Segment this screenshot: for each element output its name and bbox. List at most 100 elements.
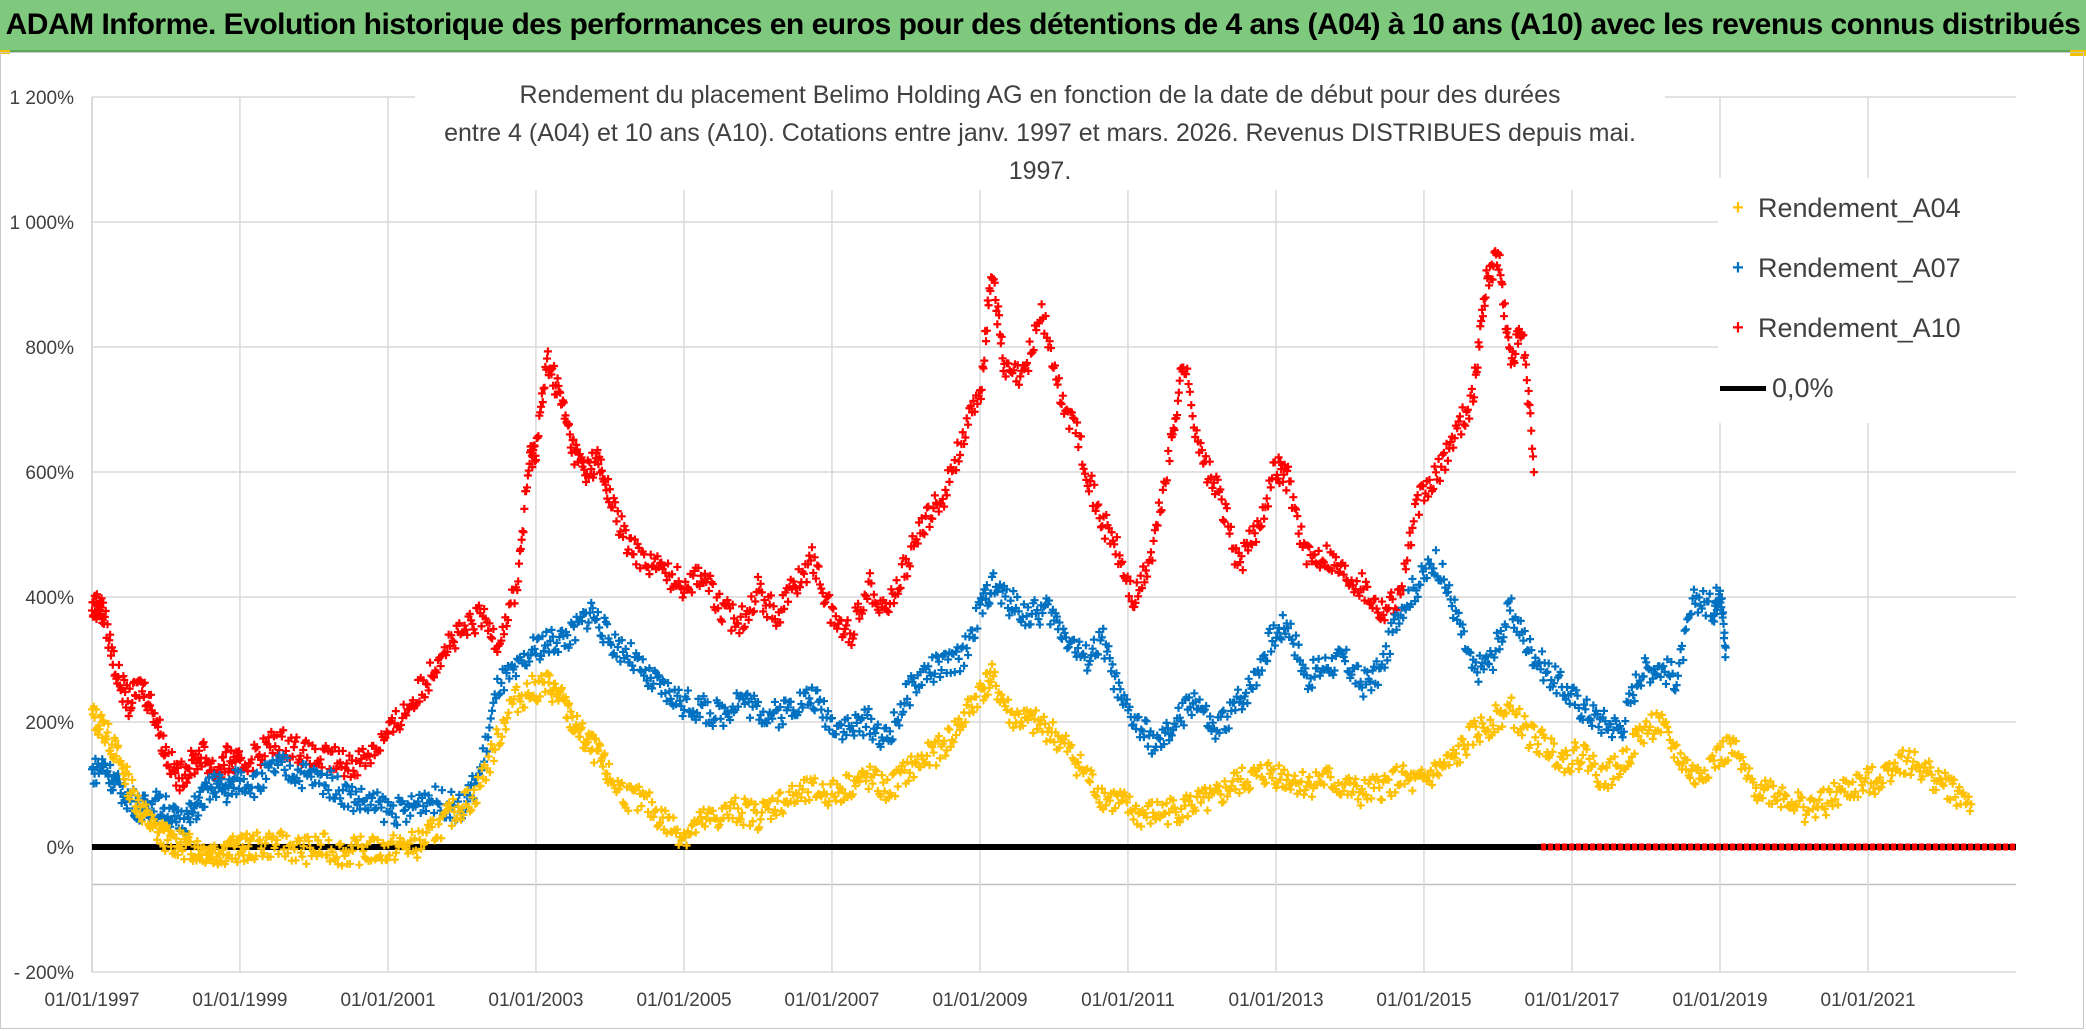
data-point bbox=[435, 800, 444, 809]
data-point bbox=[1561, 746, 1570, 755]
data-point bbox=[1493, 261, 1502, 270]
data-point bbox=[320, 829, 329, 838]
data-point bbox=[736, 815, 745, 824]
data-point bbox=[1226, 786, 1235, 795]
data-point bbox=[795, 583, 804, 592]
data-point bbox=[1507, 693, 1516, 702]
data-point bbox=[454, 802, 463, 811]
data-point bbox=[536, 692, 545, 701]
data-point bbox=[253, 828, 262, 837]
data-point bbox=[480, 605, 489, 614]
data-point bbox=[1179, 363, 1188, 372]
data-point bbox=[1435, 476, 1444, 485]
data-point bbox=[1029, 346, 1038, 355]
data-point bbox=[1377, 597, 1386, 606]
data-point bbox=[1191, 806, 1200, 815]
data-point bbox=[537, 671, 546, 680]
data-point bbox=[1463, 405, 1472, 414]
data-point bbox=[1117, 796, 1126, 805]
data-point bbox=[147, 810, 156, 819]
data-point bbox=[954, 457, 963, 466]
data-point bbox=[447, 787, 456, 796]
data-point bbox=[1115, 678, 1124, 687]
data-point bbox=[798, 703, 807, 712]
data-point bbox=[1040, 329, 1049, 338]
data-point bbox=[1547, 734, 1556, 743]
data-point bbox=[1512, 710, 1521, 719]
data-point bbox=[1088, 644, 1097, 653]
data-point bbox=[508, 699, 517, 708]
data-point bbox=[1426, 560, 1435, 569]
data-point bbox=[995, 311, 1004, 320]
data-point bbox=[1151, 815, 1160, 824]
data-point bbox=[268, 749, 277, 758]
data-point bbox=[1355, 591, 1364, 600]
data-point bbox=[1527, 426, 1536, 435]
data-point bbox=[1202, 701, 1211, 710]
data-point bbox=[802, 685, 811, 694]
data-point bbox=[656, 818, 665, 827]
data-point bbox=[949, 738, 958, 747]
data-point bbox=[1231, 785, 1240, 794]
data-point bbox=[1926, 763, 1935, 772]
data-point bbox=[107, 740, 116, 749]
data-point bbox=[534, 633, 543, 642]
data-point bbox=[516, 697, 525, 706]
data-point bbox=[1439, 448, 1448, 457]
data-point bbox=[1069, 635, 1078, 644]
data-point bbox=[1450, 434, 1459, 443]
data-point bbox=[208, 756, 217, 765]
data-point bbox=[1244, 674, 1253, 683]
data-point bbox=[1610, 752, 1619, 761]
data-point bbox=[706, 709, 715, 718]
data-point bbox=[1156, 507, 1165, 516]
data-point bbox=[810, 553, 819, 562]
data-point bbox=[1584, 766, 1593, 775]
data-point bbox=[1630, 697, 1639, 706]
data-point bbox=[744, 615, 753, 624]
data-point bbox=[261, 839, 270, 848]
data-point bbox=[990, 668, 999, 677]
data-point bbox=[1611, 717, 1620, 726]
data-point bbox=[1651, 669, 1660, 678]
data-point bbox=[731, 793, 740, 802]
data-point bbox=[1076, 432, 1085, 441]
data-point bbox=[1166, 730, 1175, 739]
data-point bbox=[1352, 782, 1361, 791]
data-point bbox=[486, 633, 495, 642]
data-point bbox=[1162, 718, 1171, 727]
data-point bbox=[1485, 660, 1494, 669]
data-point bbox=[1500, 312, 1508, 321]
data-point bbox=[1024, 366, 1033, 375]
data-point bbox=[594, 460, 603, 469]
data-point bbox=[1425, 776, 1434, 785]
banner-title: ADAM Informe. Evolution historique des p… bbox=[5, 8, 2081, 41]
data-point bbox=[513, 586, 522, 595]
data-point bbox=[704, 586, 713, 595]
data-point bbox=[1208, 718, 1217, 727]
data-point bbox=[1064, 643, 1073, 652]
data-point bbox=[1380, 616, 1389, 625]
data-point bbox=[1045, 596, 1054, 605]
data-point bbox=[946, 742, 955, 751]
chart-title-line-2: entre 4 (A04) et 10 ans (A10). Cotations… bbox=[444, 119, 1636, 185]
data-point bbox=[516, 544, 525, 553]
data-point bbox=[283, 753, 292, 762]
data-point bbox=[876, 792, 885, 801]
data-point bbox=[1488, 665, 1497, 674]
data-point bbox=[271, 768, 280, 777]
data-point bbox=[1059, 624, 1068, 633]
data-point bbox=[1392, 625, 1401, 634]
data-point bbox=[1552, 689, 1561, 698]
series-Rendement_A04 bbox=[88, 660, 1976, 870]
data-point bbox=[1123, 572, 1132, 581]
data-point bbox=[1100, 534, 1109, 543]
data-point bbox=[171, 769, 180, 778]
data-point bbox=[1354, 662, 1363, 671]
data-point bbox=[1017, 717, 1026, 726]
data-point bbox=[1359, 692, 1368, 701]
data-point bbox=[776, 788, 785, 797]
data-point bbox=[1087, 471, 1096, 480]
data-point bbox=[1820, 805, 1829, 814]
data-point bbox=[1125, 792, 1134, 801]
